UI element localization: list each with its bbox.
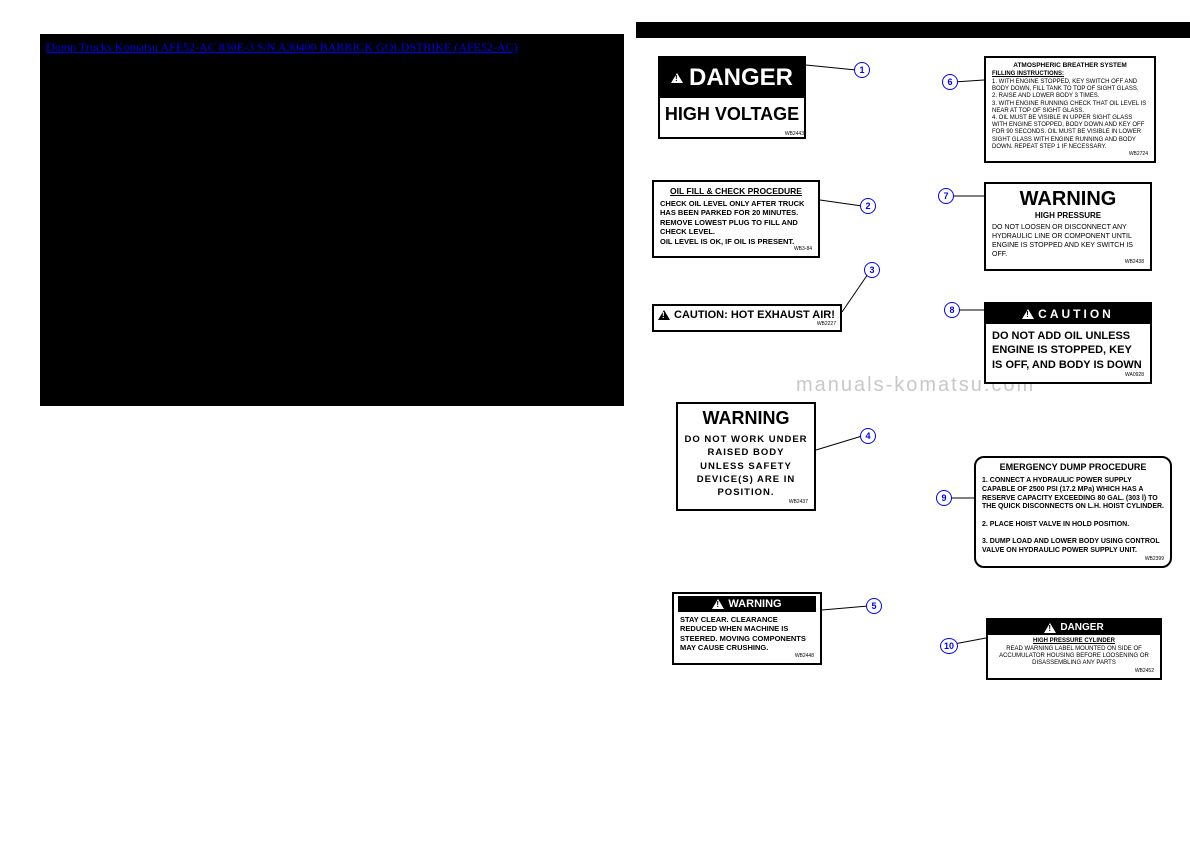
label-warning-high-pressure: WARNING HIGH PRESSURE DO NOT LOOSEN OR D… — [984, 182, 1152, 271]
label-8-header: CAUTION — [1038, 307, 1114, 321]
label-danger-hp-cylinder: DANGER HIGH PRESSURE CYLINDER READ WARNI… — [986, 618, 1162, 680]
page-topbar — [636, 22, 1190, 38]
label-warning-stay-clear: WARNING STAY CLEAR. CLEARANCE REDUCED WH… — [672, 592, 822, 665]
label-1-header: DANGER — [689, 64, 793, 92]
warning-triangle-icon — [1022, 309, 1034, 319]
label-9-body: 1. CONNECT A HYDRAULIC POWER SUPPLY CAPA… — [982, 477, 1164, 556]
label-oil-fill-check: OIL FILL & CHECK PROCEDURE CHECK OIL LEV… — [652, 180, 820, 258]
label-9-header: EMERGENCY DUMP PROCEDURE — [982, 462, 1164, 472]
label-7-body: DO NOT LOOSEN OR DISCONNECT ANY HYDRAULI… — [992, 223, 1144, 259]
warning-triangle-icon — [712, 599, 724, 609]
callout-7: 7 — [938, 188, 954, 204]
document-title-link[interactable]: Dump Trucks Komatsu AFE52-AC 830E-3 S/N … — [46, 40, 518, 55]
label-5-header: WARNING — [728, 598, 781, 610]
label-warning-no-work-under-body: WARNING DO NOT WORK UNDER RAISED BODY UN… — [676, 402, 816, 511]
warning-triangle-icon — [658, 310, 670, 320]
manual-page: manuals-komatsu.com DANGER HIGH VOLTAGE … — [636, 0, 1190, 842]
label-10-sub: HIGH PRESSURE CYLINDER — [994, 638, 1154, 644]
label-6-body: 1. WITH ENGINE STOPPED, KEY SWITCH OFF A… — [992, 79, 1148, 151]
label-10-part: WB2452 — [994, 668, 1154, 674]
label-4-header: WARNING — [684, 408, 808, 429]
label-3-text: CAUTION: HOT EXHAUST AIR! — [674, 309, 835, 321]
callout-6: 6 — [942, 74, 958, 90]
label-emergency-dump: EMERGENCY DUMP PROCEDURE 1. CONNECT A HY… — [974, 456, 1172, 568]
callout-1: 1 — [854, 62, 870, 78]
label-10-header: DANGER — [1060, 622, 1103, 633]
callout-4: 4 — [860, 428, 876, 444]
callout-5: 5 — [866, 598, 882, 614]
warning-triangle-icon — [671, 73, 683, 83]
label-5-body: STAY CLEAR. CLEARANCE REDUCED WHEN MACHI… — [680, 615, 814, 653]
label-5-part: WB2448 — [680, 653, 814, 659]
label-6-part: WB2724 — [992, 151, 1148, 157]
callout-10: 10 — [940, 638, 958, 654]
callout-8: 8 — [944, 302, 960, 318]
label-8-body: DO NOT ADD OIL UNLESS ENGINE IS STOPPED,… — [992, 329, 1144, 372]
label-4-body: DO NOT WORK UNDER RAISED BODY UNLESS SAF… — [684, 433, 808, 499]
label-caution-no-add-oil: CAUTION DO NOT ADD OIL UNLESS ENGINE IS … — [984, 302, 1152, 384]
label-2-title: OIL FILL & CHECK PROCEDURE — [660, 186, 812, 196]
label-8-part: WA0928 — [992, 372, 1144, 378]
callout-9: 9 — [936, 490, 952, 506]
label-2-body: CHECK OIL LEVEL ONLY AFTER TRUCK HAS BEE… — [660, 199, 812, 246]
label-7-header: WARNING — [992, 188, 1144, 211]
label-10-body: READ WARNING LABEL MOUNTED ON SIDE OF AC… — [994, 646, 1154, 668]
label-danger-high-voltage: DANGER HIGH VOLTAGE WB2443 — [658, 56, 806, 139]
label-3-part: WB2227 — [658, 321, 836, 327]
label-6-sub: FILLING INSTRUCTIONS: — [992, 71, 1148, 77]
warning-triangle-icon — [1044, 623, 1056, 633]
label-2-part: WB3-84 — [660, 246, 812, 252]
callout-3: 3 — [864, 262, 880, 278]
label-9-part: WB2399 — [982, 556, 1164, 562]
label-6-title: ATMOSPHERIC BREATHER SYSTEM — [992, 62, 1148, 69]
label-7-sub: HIGH PRESSURE — [992, 211, 1144, 220]
callout-2: 2 — [860, 198, 876, 214]
label-1-body: HIGH VOLTAGE — [660, 98, 804, 131]
label-caution-hot-exhaust: CAUTION: HOT EXHAUST AIR! WB2227 — [652, 304, 842, 332]
label-7-part: WB2438 — [992, 259, 1144, 265]
label-1-part: WB2443 — [660, 131, 804, 137]
left-black-panel: Dump Trucks Komatsu AFE52-AC 830E-3 S/N … — [40, 34, 624, 406]
label-atmospheric-breather: ATMOSPHERIC BREATHER SYSTEM FILLING INST… — [984, 56, 1156, 163]
label-4-part: WB2437 — [684, 499, 808, 505]
